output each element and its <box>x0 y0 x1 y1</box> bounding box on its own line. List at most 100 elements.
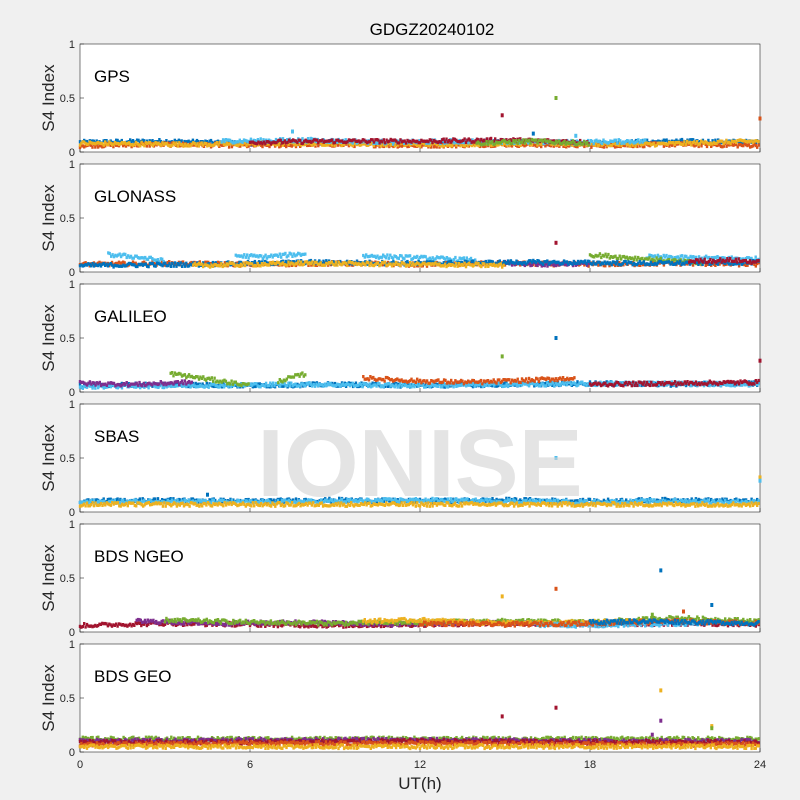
data-point <box>685 254 688 258</box>
data-point <box>384 256 388 260</box>
data-point <box>368 259 371 263</box>
data-point <box>271 381 275 385</box>
data-point <box>656 141 660 145</box>
data-point <box>122 144 125 148</box>
data-point <box>101 145 104 149</box>
data-point <box>606 260 609 264</box>
data-point <box>388 145 391 149</box>
data-point <box>596 144 599 148</box>
data-point <box>435 384 438 388</box>
data-point <box>374 263 377 267</box>
data-point <box>486 381 489 385</box>
data-point <box>364 139 367 143</box>
data-point <box>329 381 332 385</box>
data-point <box>565 145 568 149</box>
data-point <box>406 259 409 264</box>
data-point <box>344 141 348 145</box>
data-point <box>670 141 674 145</box>
data-point <box>618 263 622 267</box>
data-point <box>445 262 448 266</box>
data-point <box>344 261 347 265</box>
data-point <box>99 144 103 148</box>
data-point <box>411 379 415 383</box>
data-point <box>292 263 296 267</box>
data-point <box>638 140 641 144</box>
data-point <box>223 378 226 382</box>
data-point <box>425 139 429 143</box>
data-point <box>172 374 175 378</box>
data-point <box>283 262 286 267</box>
data-point <box>444 378 447 382</box>
data-point <box>510 263 514 267</box>
data-point <box>246 140 250 144</box>
data-point <box>496 384 500 388</box>
data-point <box>401 379 405 383</box>
data-point <box>320 263 324 267</box>
data-point <box>157 141 160 145</box>
data-point <box>334 262 338 266</box>
data-point <box>284 379 287 383</box>
data-point <box>527 262 531 266</box>
data-point <box>207 262 210 266</box>
data-point <box>467 379 470 383</box>
data-point <box>270 384 273 388</box>
data-point <box>703 255 706 259</box>
data-point <box>253 382 257 386</box>
data-point <box>697 144 700 149</box>
data-point <box>285 141 288 145</box>
data-point <box>81 386 84 390</box>
data-point <box>502 259 506 264</box>
data-point <box>253 259 257 264</box>
data-point <box>299 382 303 386</box>
data-point <box>390 255 393 259</box>
data-point <box>497 143 500 147</box>
data-point <box>208 143 212 147</box>
data-point <box>691 143 695 147</box>
data-point <box>85 142 89 146</box>
data-point <box>651 254 654 258</box>
data-point <box>344 138 347 142</box>
data-point <box>367 254 371 259</box>
data-point <box>448 262 451 266</box>
data-point <box>217 143 220 147</box>
data-point <box>446 140 450 144</box>
data-point <box>708 384 711 388</box>
data-point <box>130 140 133 144</box>
data-point <box>747 260 750 264</box>
data-point <box>463 261 466 265</box>
data-point <box>421 139 424 143</box>
data-point <box>416 139 419 143</box>
data-point <box>263 259 266 263</box>
data-point <box>530 378 534 382</box>
data-point <box>266 140 270 144</box>
data-point <box>406 380 409 384</box>
data-point <box>353 144 356 149</box>
data-point <box>421 261 424 266</box>
data-point <box>532 138 535 142</box>
data-point <box>387 256 390 260</box>
data-point <box>269 260 272 265</box>
data-point <box>95 263 98 267</box>
data-point <box>595 254 599 258</box>
data-point <box>645 141 648 145</box>
data-point <box>150 261 153 266</box>
data-point <box>252 138 255 142</box>
data-point <box>496 139 500 143</box>
data-point <box>339 141 342 145</box>
data-point <box>448 257 451 261</box>
data-point <box>162 259 165 264</box>
data-point <box>519 140 522 144</box>
data-point <box>383 382 387 386</box>
data-point <box>165 385 168 389</box>
data-point <box>554 139 558 143</box>
data-point <box>641 145 645 149</box>
data-point <box>754 255 757 259</box>
data-point <box>133 385 136 389</box>
data-point <box>239 141 243 145</box>
data-point <box>311 384 314 388</box>
data-point <box>436 383 440 387</box>
y-tick-label: 0.5 <box>60 333 75 345</box>
data-point <box>413 144 416 148</box>
data-point <box>286 138 289 142</box>
data-point <box>143 144 146 148</box>
